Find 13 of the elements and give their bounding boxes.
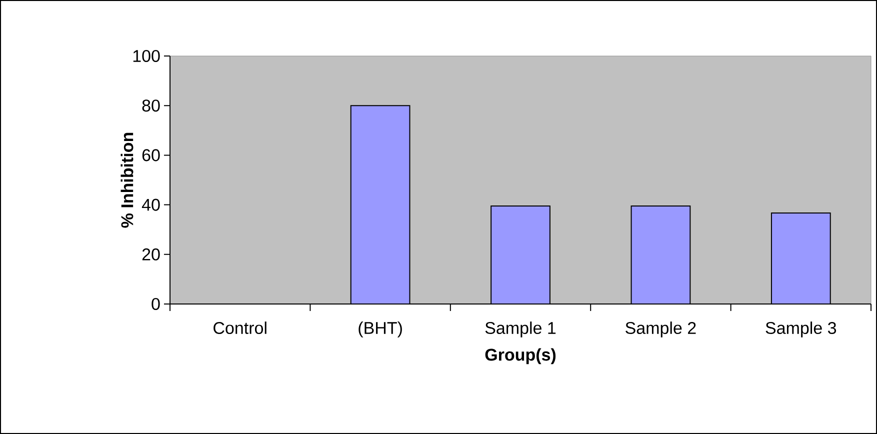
x-tick-label: Sample 2 (626, 322, 696, 338)
y-tick-label: 0 (152, 298, 160, 310)
y-tick-label: 40 (142, 198, 160, 211)
x-tick-label: (BHT) (358, 322, 402, 338)
y-tick-label: 60 (142, 149, 160, 162)
y-tick-label: 100 (133, 50, 160, 62)
y-tick-label: 80 (142, 100, 160, 112)
y-tick-label: 20 (142, 248, 160, 260)
x-tick-label: Sample 3 (766, 322, 836, 338)
x-axis-title: Group(s) (485, 348, 556, 364)
x-tick-label: Sample 1 (485, 322, 556, 338)
x-tick-label: Control (214, 322, 266, 334)
y-axis-title: % Inhibition (120, 132, 134, 228)
